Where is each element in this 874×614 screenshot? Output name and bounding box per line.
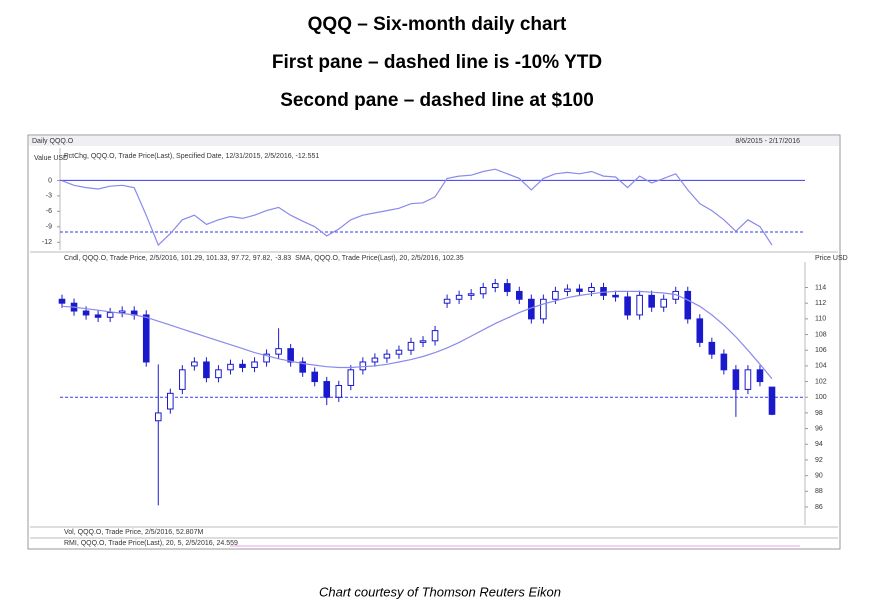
candle-body xyxy=(191,361,198,367)
y-axis-label: Price USD xyxy=(815,255,848,262)
y-tick-label: -3 xyxy=(46,193,52,200)
candle-body xyxy=(732,369,740,390)
candle-body xyxy=(142,314,150,363)
candle-body xyxy=(455,294,463,300)
candle-body xyxy=(106,312,114,318)
candle-body xyxy=(660,298,667,308)
candle-body xyxy=(768,386,776,415)
y-tick-label: 92 xyxy=(815,457,823,464)
candle-body xyxy=(82,310,90,316)
candle-body xyxy=(251,361,258,368)
candle-body xyxy=(227,363,234,371)
header-line: QQQ – Six-month daily chart xyxy=(308,14,567,35)
candle-body xyxy=(94,314,102,318)
candle-body xyxy=(371,357,379,363)
series-line xyxy=(61,168,773,247)
y-tick-label: 104 xyxy=(815,363,827,370)
candle-body xyxy=(239,363,246,368)
y-tick-label: 112 xyxy=(815,300,826,307)
chart-frame xyxy=(27,134,841,550)
candle-body xyxy=(203,361,210,379)
candle-body xyxy=(696,318,704,343)
candle-body xyxy=(263,353,270,363)
vol-legend: Vol, QQQ.O, Trade Price, 2/5/2016, 52.80… xyxy=(64,529,203,536)
y-tick-label: 0 xyxy=(48,177,52,184)
candle-body xyxy=(335,384,343,398)
y-tick-label: 100 xyxy=(815,394,827,401)
panel-range: 8/6/2015 - 2/17/2016 xyxy=(735,138,800,145)
legend: SMA, QQQ.O, Trade Price(Last), 20, 2/5/2… xyxy=(295,255,464,262)
candle-body xyxy=(58,298,66,304)
candle-body xyxy=(347,369,355,386)
y-tick-label: 114 xyxy=(815,284,826,291)
candle-body xyxy=(515,290,523,300)
header-line: Second pane – dashed line at $100 xyxy=(280,90,594,111)
candle-body xyxy=(383,353,391,359)
panel-name: Daily QQQ.O xyxy=(32,138,74,145)
candle-body xyxy=(419,340,427,343)
candle-body xyxy=(299,361,306,373)
candle-body xyxy=(118,310,126,314)
rmi-legend: RMI, QQQ.O, Trade Price(Last), 20, 5, 2/… xyxy=(64,540,238,547)
candle-body xyxy=(311,371,319,383)
y-tick-label: -9 xyxy=(46,224,52,231)
y-axis-label: Value USD xyxy=(34,155,68,162)
candle-body xyxy=(576,288,583,292)
y-tick-label: 90 xyxy=(815,472,823,479)
candle-body xyxy=(359,361,367,371)
caption: Chart courtesy of Thomson Reuters Eikon xyxy=(319,584,561,599)
y-tick-label: 106 xyxy=(815,347,827,354)
y-tick-label: 88 xyxy=(815,488,823,495)
candle-body xyxy=(491,283,499,289)
legend: PctChg, QQQ.O, Trade Price(Last), Specif… xyxy=(64,153,319,160)
y-tick-label: 108 xyxy=(815,331,827,338)
y-tick-label: 94 xyxy=(815,441,823,448)
candle-body xyxy=(407,341,415,351)
candle-body xyxy=(503,283,511,292)
y-tick-label: -6 xyxy=(46,208,52,215)
y-tick-label: 102 xyxy=(815,378,827,385)
y-tick-label: 98 xyxy=(815,410,823,417)
series-line xyxy=(61,290,773,380)
candle-body xyxy=(720,353,728,371)
candle-body xyxy=(552,290,559,300)
y-tick-label: 96 xyxy=(815,425,823,432)
y-tick-label: -12 xyxy=(42,239,52,246)
legend-change: -3.83 xyxy=(275,255,291,262)
candle-body xyxy=(431,330,439,342)
candle-body xyxy=(540,298,547,320)
candle-body xyxy=(756,369,764,383)
y-tick-label: 86 xyxy=(815,504,823,511)
candle-body xyxy=(564,288,571,292)
candle-body xyxy=(287,348,294,363)
candle-body xyxy=(479,287,487,295)
candle-body xyxy=(684,290,692,320)
candle-body xyxy=(395,349,403,355)
header-line: First pane – dashed line is -10% YTD xyxy=(272,52,602,73)
legend: Cndl, QQQ.O, Trade Price, 2/5/2016, 101.… xyxy=(64,255,272,262)
candle-body xyxy=(443,298,451,304)
title-strip xyxy=(29,136,839,146)
candle-body xyxy=(154,412,162,422)
candle-body xyxy=(744,369,752,390)
candle-body xyxy=(323,381,331,398)
candle-body xyxy=(275,348,282,355)
candle-body xyxy=(215,369,222,379)
candle-body xyxy=(588,287,595,292)
candle-body xyxy=(600,287,607,296)
candle-body xyxy=(708,341,716,355)
candle-body xyxy=(636,294,643,316)
candle-body xyxy=(167,392,174,410)
candle-body xyxy=(467,293,475,296)
candle-body xyxy=(612,294,619,298)
candle-body xyxy=(179,369,186,390)
candle-body xyxy=(648,294,655,308)
y-tick-label: 110 xyxy=(815,316,826,323)
candle-body xyxy=(624,296,631,316)
